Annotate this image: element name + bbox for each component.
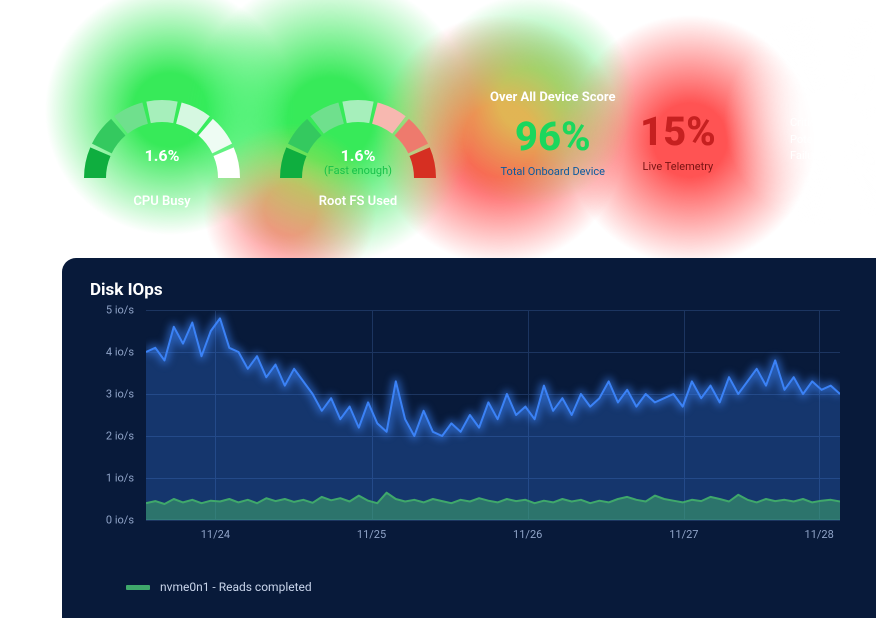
- status-block: CriticalPotentialFailure: [790, 115, 834, 165]
- score-telemetry-pct: 15% Live Telemetry: [640, 112, 716, 173]
- y-axis: 0 io/s1 io/s2 io/s3 io/s4 io/s5 io/s: [90, 310, 140, 540]
- legend-label: nvme0n1 - Reads completed: [160, 580, 312, 594]
- gauge-label: Root FS Used: [268, 194, 448, 209]
- chart-area: 0 io/s1 io/s2 io/s3 io/s4 io/s5 io/s 11/…: [90, 310, 840, 540]
- x-tick-label: 11/24: [201, 528, 230, 541]
- y-tick-label: 2 io/s: [106, 430, 134, 443]
- y-tick-label: 4 io/s: [106, 346, 134, 359]
- x-tick-label: 11/27: [669, 528, 698, 541]
- gauge-label: CPU Busy: [72, 194, 252, 209]
- y-tick-label: 3 io/s: [106, 388, 134, 401]
- disk-iops-panel: Disk IOps 0 io/s 1 io/s 2 io/s 3 io/s 4 io/s…: [62, 258, 876, 618]
- score-value: 15%: [640, 112, 716, 152]
- chart-legend: nvme0n1 - Reads completed: [90, 580, 876, 594]
- score-device-score: Over All Device Score 96% Total Onboard De…: [490, 90, 616, 178]
- status-line: Critical: [790, 115, 834, 132]
- series-area: [146, 318, 840, 520]
- gauge-arc: 1.6%: [72, 88, 252, 188]
- status-line: Failure: [790, 148, 834, 165]
- gauge-root-fs-used: 1.6%(Fast enough) Root FS Used: [268, 88, 448, 209]
- chart-svg: [146, 310, 840, 520]
- x-axis: 11/24 11/25 11/26 11/27 11/28: [146, 528, 840, 544]
- x-tick-label: 11/28: [805, 528, 834, 541]
- top-metrics-row: 1.6%CPU Busy1.6%(Fast enough)Root FS Use…: [0, 0, 876, 240]
- gauge-cpu-busy: 1.6% CPU Busy: [72, 88, 252, 209]
- score-subtext: Total Onboard Device: [490, 165, 616, 178]
- gauge-value: 1.6%: [268, 146, 448, 165]
- gauge-value: 1.6%: [72, 146, 252, 165]
- status-line: Potential: [790, 132, 834, 149]
- score-subtext: Live Telemetry: [640, 160, 716, 173]
- x-tick-label: 11/25: [357, 528, 386, 541]
- grid-line-horizontal: [146, 520, 840, 521]
- chart-title: Disk IOps: [90, 280, 876, 300]
- gauge-subtext: (Fast enough): [268, 164, 448, 177]
- y-tick-label: 5 io/s: [106, 304, 134, 317]
- gauge-arc: 1.6%(Fast enough): [268, 88, 448, 188]
- y-tick-label: 0 io/s: [106, 514, 134, 527]
- legend-swatch: [126, 585, 150, 590]
- y-tick-label: 1 io/s: [106, 472, 134, 485]
- score-title: Over All Device Score: [490, 90, 616, 105]
- chart-plot: [146, 310, 840, 520]
- x-tick-label: 11/26: [513, 528, 542, 541]
- score-value: 96%: [490, 117, 616, 157]
